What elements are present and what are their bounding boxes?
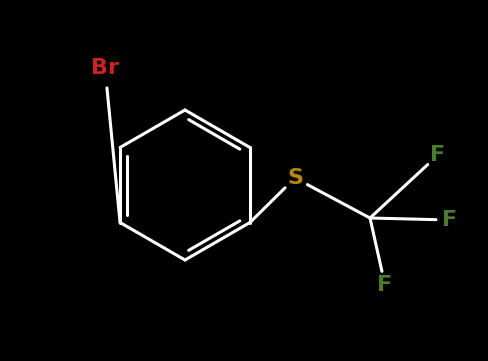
Text: Br: Br: [91, 58, 119, 78]
Text: F: F: [377, 275, 392, 295]
Text: F: F: [430, 145, 446, 165]
Text: S: S: [287, 168, 303, 188]
Text: F: F: [443, 210, 458, 230]
